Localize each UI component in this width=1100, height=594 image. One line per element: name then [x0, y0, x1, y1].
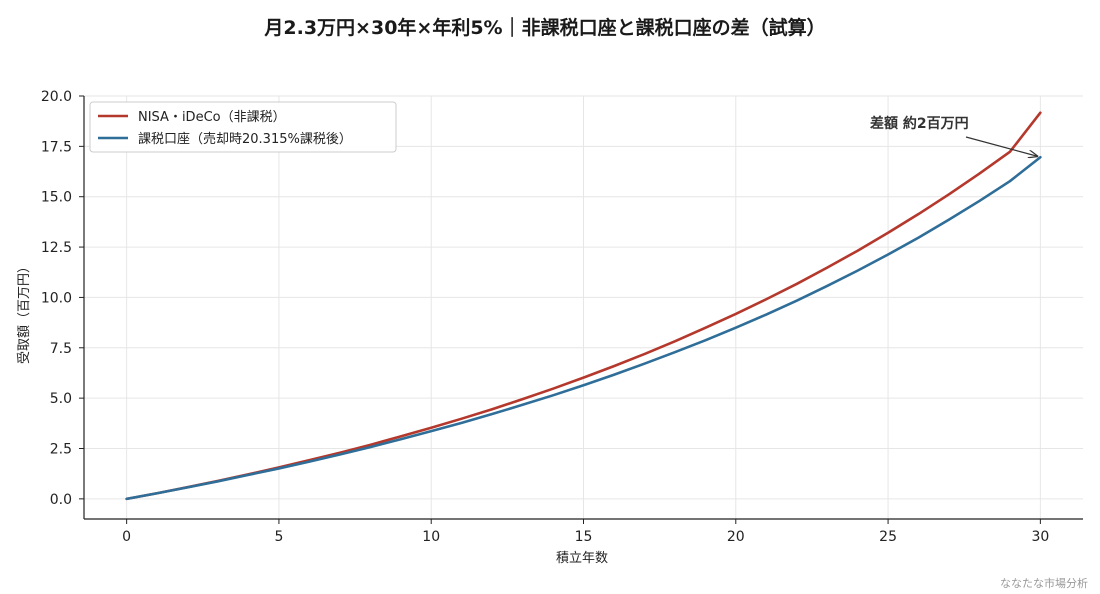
annotation: 差額 約2百万円	[870, 115, 1037, 156]
y-tick-label: 5.0	[50, 391, 72, 407]
y-axis-label: 受取額（百万円）	[17, 260, 32, 364]
annotation-arrow	[965, 136, 1037, 156]
series-line-1	[125, 155, 1042, 501]
grid	[84, 95, 1083, 519]
y-tick-label: 15.0	[41, 190, 72, 206]
y-tick-label: 2.5	[50, 442, 72, 458]
legend-label: NISA・iDeCo（非課税）	[138, 109, 286, 125]
x-tick-label: 20	[727, 529, 745, 545]
x-tick-label: 0	[122, 529, 131, 545]
x-tick-label: 10	[422, 529, 440, 545]
legend-label: 課税口座（売却時20.315%課税後）	[138, 131, 352, 147]
y-tick-label: 12.5	[41, 240, 72, 256]
x-tick-label: 25	[879, 529, 897, 545]
watermark: ななたな市場分析	[1000, 576, 1088, 590]
x-axis-label: 積立年数	[556, 551, 608, 566]
axes: 0 5 10 15 20 25 30 0.0 2.5 5.0 7.5 10.0 12.5 15.0 17.5…	[41, 89, 1083, 545]
legend-box	[89, 101, 397, 153]
y-tick-label: 10.0	[41, 290, 72, 306]
y-tick-label: 17.5	[41, 139, 72, 155]
series-layer	[125, 111, 1042, 501]
chart-title: 月2.3万円×30年×年利5%｜非課税口座と課税口座の差（試算）	[263, 16, 825, 39]
y-tick-label: 0.0	[50, 492, 72, 508]
x-tick-label: 5	[274, 529, 283, 545]
x-tick-label: 15	[575, 529, 593, 545]
y-tick-label: 7.5	[50, 341, 72, 357]
annotation-text: 差額 約2百万円	[870, 115, 969, 132]
y-tick-label: 20.0	[41, 89, 72, 105]
legend: NISA・iDeCo（非課税） 課税口座（売却時20.315%課税後）	[89, 101, 397, 153]
x-tick-label: 30	[1031, 529, 1049, 545]
